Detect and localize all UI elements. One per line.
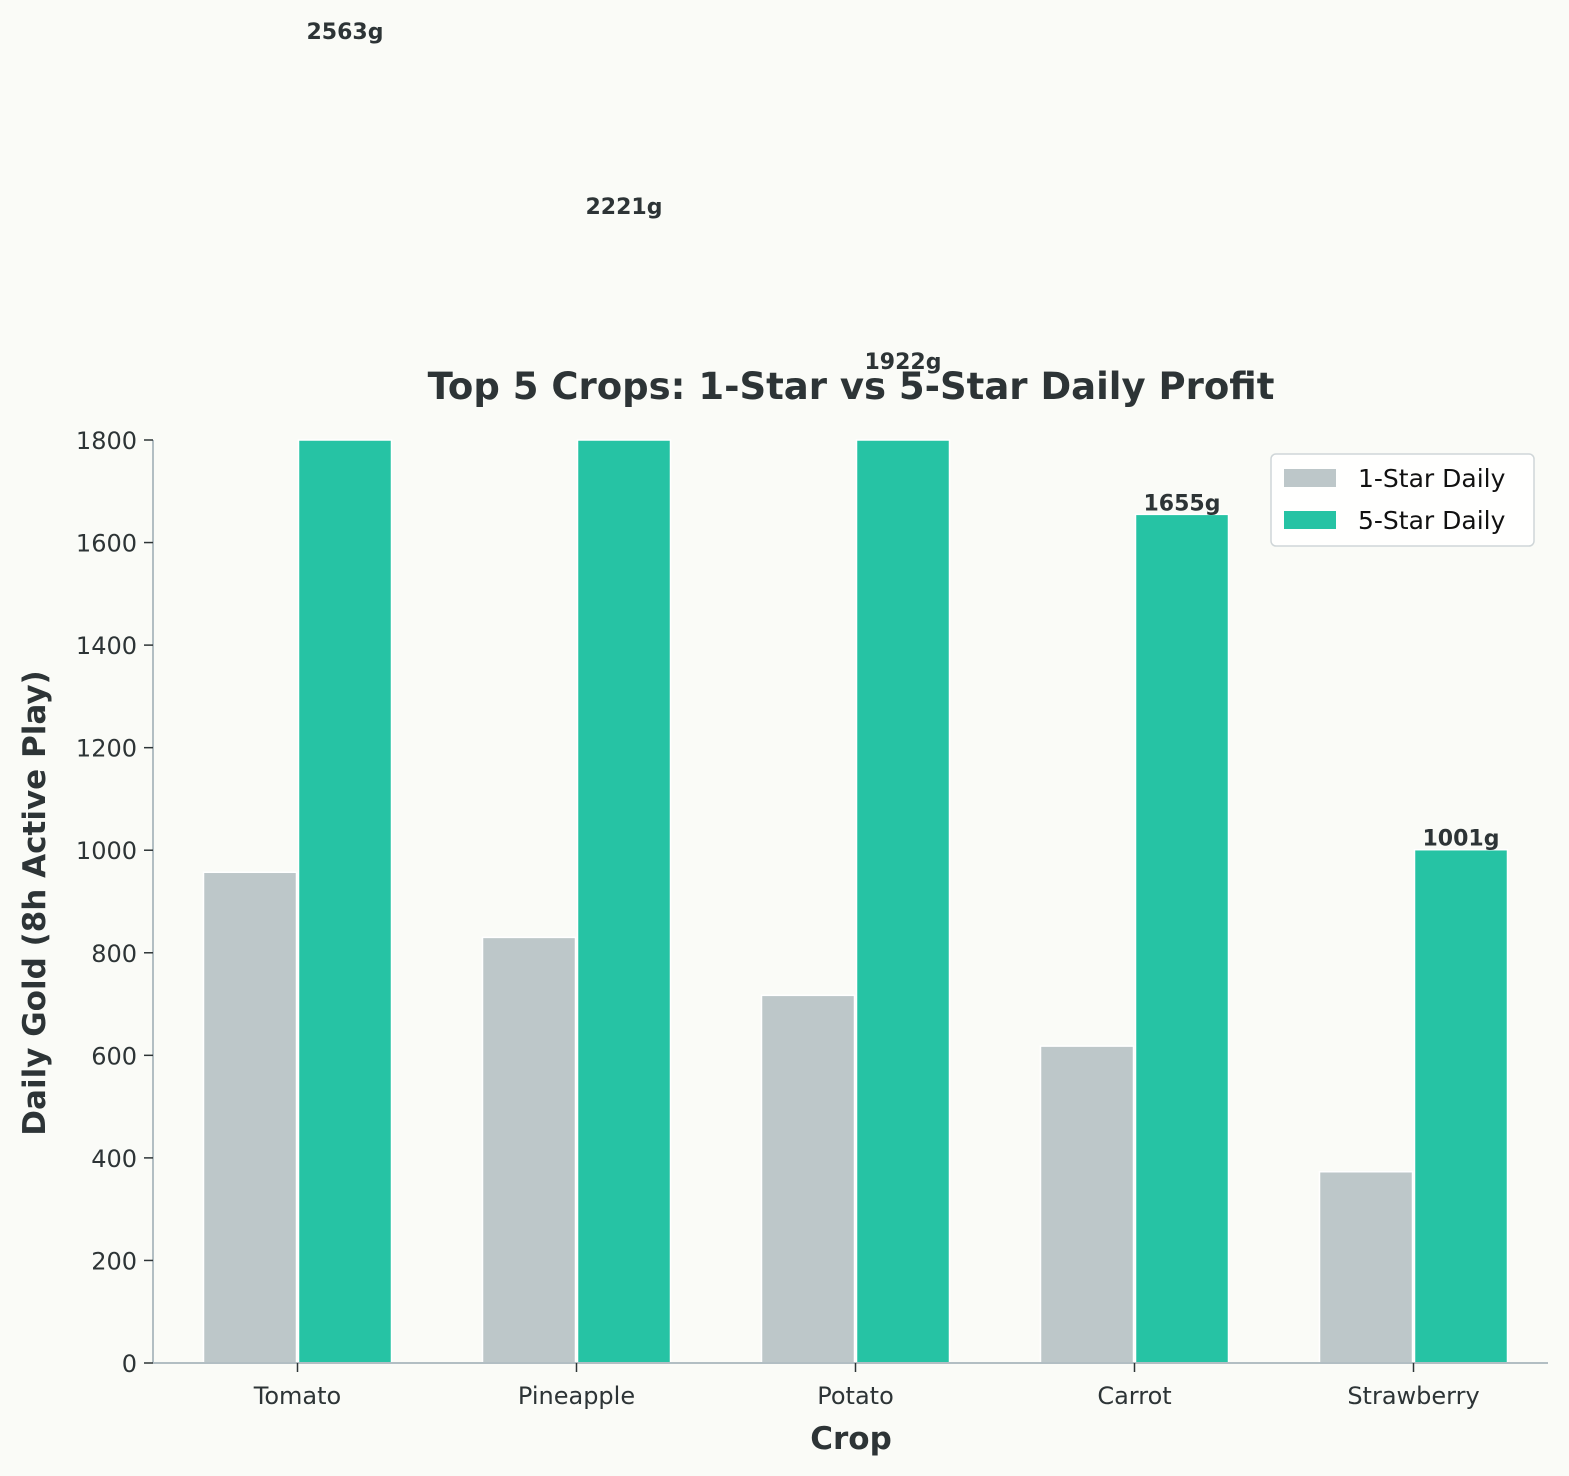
legend-label-5-star-daily: 5-Star Daily — [1358, 506, 1506, 535]
legend: 1-Star Daily 5-Star Daily — [1270, 453, 1535, 547]
chart-title: Top 5 Crops: 1-Star vs 5-Star Daily Prof… — [428, 365, 1275, 408]
data-label-strawberry: 1001g — [1423, 827, 1500, 852]
bar-1-star-daily-pineapple — [481, 936, 577, 1364]
bar-5-star-daily-tomato — [297, 439, 393, 1364]
y-axis-label: Daily Gold (8h Active Play) — [17, 670, 53, 1135]
legend-box — [1270, 453, 1535, 547]
bar-1-star-daily-carrot — [1039, 1045, 1135, 1364]
x-tick-label-tomato: Tomato — [253, 1382, 341, 1410]
axes-group: 0 200 400 600 800 1000 1200 1400 1600 1800 Tomato P… — [76, 427, 1548, 1410]
y-tick-label-1600: 1600 — [76, 530, 137, 558]
y-tick-label-600: 600 — [91, 1042, 137, 1070]
y-tick-label-1000: 1000 — [76, 837, 137, 865]
x-tick-label-pineapple: Pineapple — [518, 1382, 635, 1410]
x-tick-label-potato: Potato — [817, 1382, 894, 1410]
bar-1-star-daily-potato — [760, 994, 856, 1364]
bar-5-star-daily-pineapple — [576, 439, 672, 1364]
bar-1-star-daily-strawberry — [1318, 1170, 1414, 1364]
legend-swatch-5-star-daily — [1284, 511, 1336, 529]
y-tick-label-1200: 1200 — [76, 735, 137, 763]
x-tick-label-strawberry: Strawberry — [1347, 1382, 1479, 1410]
bar-5-star-daily-potato — [855, 439, 951, 1364]
data-label-carrot: 1655g — [1144, 491, 1221, 516]
legend-label-1-star-daily: 1-Star Daily — [1358, 464, 1506, 493]
bar-5-star-daily-carrot — [1134, 513, 1230, 1364]
x-tick-label-carrot: Carrot — [1097, 1382, 1171, 1410]
bar-5-star-daily-strawberry — [1413, 848, 1509, 1364]
y-tick-label-400: 400 — [91, 1145, 137, 1173]
bar-labels-group: 2563g 2221g 1922g 1655g 1001g — [307, 20, 1500, 852]
legend-swatch-1-star-daily — [1284, 469, 1336, 487]
y-tick-label-1400: 1400 — [76, 632, 137, 660]
x-axis-label: Crop — [810, 1421, 892, 1457]
data-label-tomato: 2563g — [307, 20, 384, 45]
y-tick-label-800: 800 — [91, 940, 137, 968]
bars-group — [202, 439, 1509, 1364]
data-label-pineapple: 2221g — [586, 195, 663, 220]
y-tick-label-1800: 1800 — [76, 427, 137, 455]
bar-1-star-daily-tomato — [202, 871, 298, 1364]
data-label-potato: 1922g — [865, 350, 942, 375]
y-tick-label-200: 200 — [91, 1247, 137, 1275]
y-tick-label-0: 0 — [122, 1350, 137, 1378]
